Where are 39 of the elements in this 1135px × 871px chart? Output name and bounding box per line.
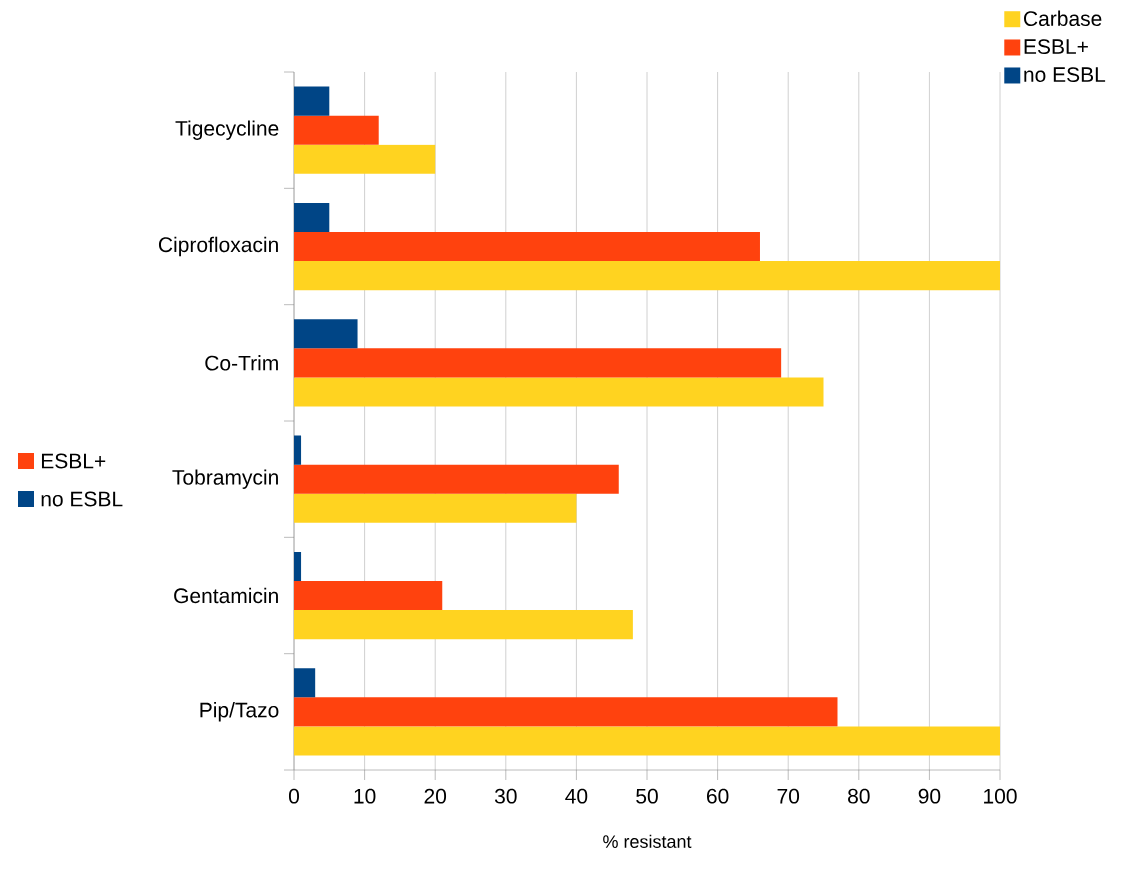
x-tick-label: 40: [565, 788, 588, 804]
legend-label: Carbase: [1024, 10, 1102, 27]
y-tick-label: Tigecycline: [175, 120, 279, 140]
x-tick-label: 20: [424, 788, 447, 804]
bar: [294, 261, 1001, 291]
x-axis-title: % resistant: [603, 834, 692, 848]
bar: [294, 493, 577, 523]
x-tick-label: 10: [354, 788, 376, 804]
x-tick-label: 50: [636, 788, 658, 804]
text: ESBL+: [41, 453, 106, 469]
bar: [294, 697, 838, 727]
bar: [294, 115, 379, 145]
y-tick-label: Ciprofloxacin: [158, 236, 278, 257]
y-tick-label: Co-Trim: [205, 355, 278, 371]
x-tick-label: 80: [848, 788, 870, 804]
text: no ESBL: [41, 491, 123, 507]
bar: [294, 726, 1001, 756]
bar: [294, 668, 316, 698]
x-tick-label: 90: [918, 788, 941, 804]
legend-label: no ESBL: [1024, 67, 1106, 83]
bar: [294, 464, 619, 494]
bar: [294, 580, 443, 611]
bar: [294, 202, 330, 232]
x-tick-label: 70: [777, 788, 800, 804]
y-tick-label: Tobramycin: [172, 469, 278, 489]
legend-label: ESBL+: [1024, 39, 1088, 55]
bar: [294, 86, 330, 116]
bar: [294, 319, 358, 349]
x-tick-label: 100: [984, 788, 1017, 804]
bar: [294, 610, 633, 640]
x-tick-label: 30: [494, 788, 517, 804]
bar: [294, 377, 824, 407]
y-tick-label: Gentamicin: [174, 587, 278, 604]
y-tick-label: Pip/Tazo: [200, 702, 279, 722]
x-tick-label: 0: [288, 788, 300, 804]
bar: [294, 231, 760, 262]
x-tick-label: 60: [706, 788, 729, 804]
bar: [294, 348, 782, 378]
bar: [294, 144, 436, 174]
